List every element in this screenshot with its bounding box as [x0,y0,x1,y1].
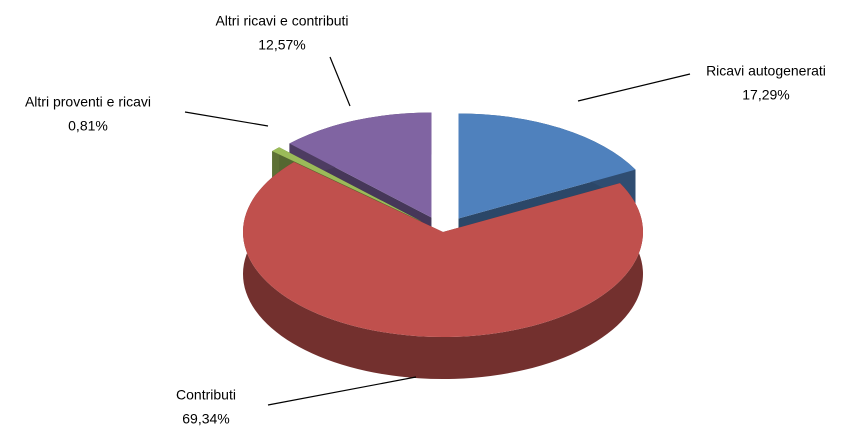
slice [243,161,643,337]
slice-value: 69,34% [182,411,229,427]
leader-line [329,56,351,107]
slice-label: Contributi [176,387,236,403]
slice-value: 12,57% [258,37,305,53]
slice-value: 0,81% [68,118,108,134]
slice-side [243,161,643,379]
leader-line [267,376,417,406]
slice-label: Ricavi autogenerati [706,63,826,79]
slice [289,112,432,218]
leader-line [577,73,691,102]
slice [272,147,422,222]
slice-value: 17,29% [742,87,789,103]
slice [458,113,636,219]
leader-line [184,111,269,127]
slice-label: Altri ricavi e contributi [215,13,348,29]
slice-label: Altri proventi e ricavi [25,94,151,110]
